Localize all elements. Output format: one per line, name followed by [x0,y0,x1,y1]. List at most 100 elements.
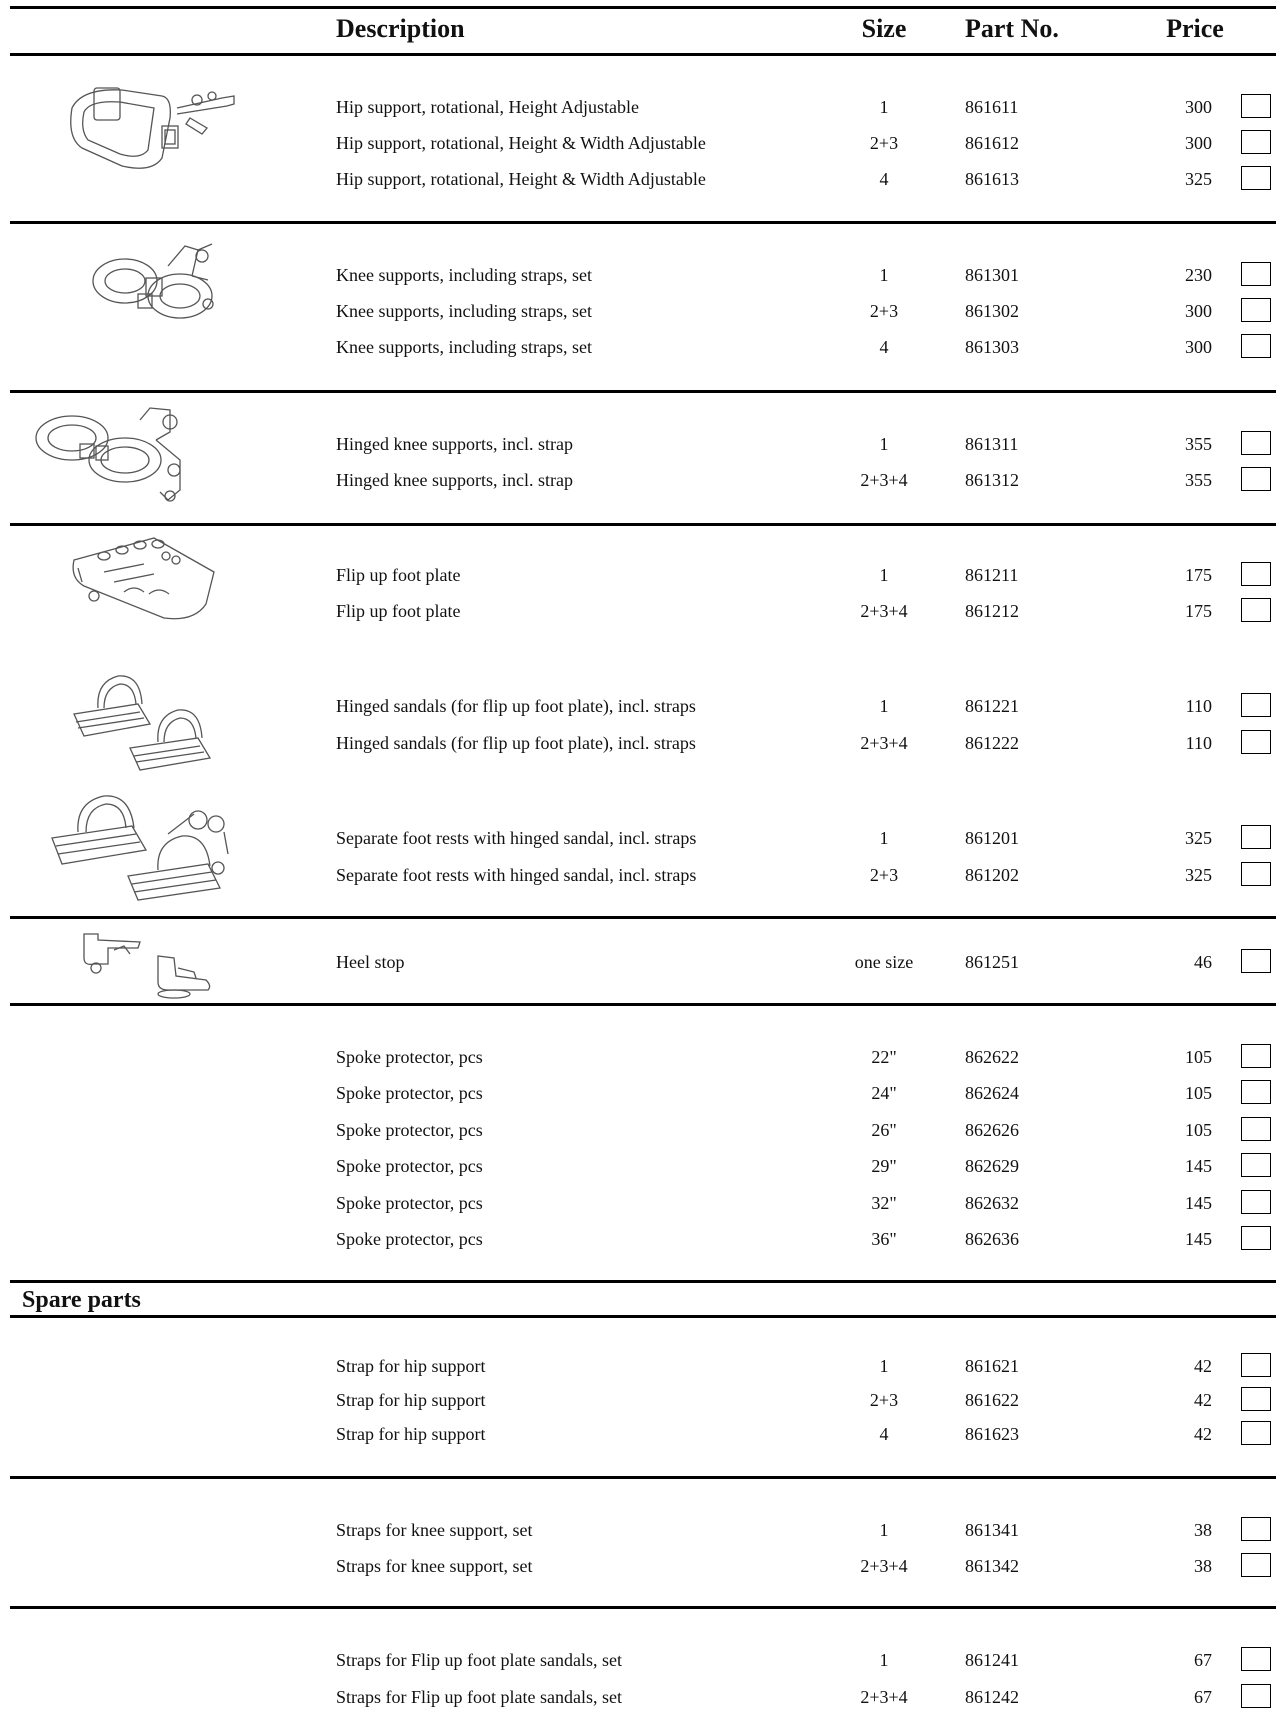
row-description: Straps for knee support, set [336,1556,533,1576]
order-checkbox[interactable] [1241,1421,1271,1445]
order-checkbox[interactable] [1241,467,1271,491]
row-part-no: 861303 [965,337,1019,357]
row-description: Hip support, rotational, Height & Width … [336,133,706,153]
row-description: Hinged sandals (for flip up foot plate),… [336,696,696,716]
order-checkbox[interactable] [1241,334,1271,358]
row-description: Spoke protector, pcs [336,1229,483,1249]
order-checkbox[interactable] [1241,598,1271,622]
row-price: 67 [1194,1650,1212,1670]
row-size: 2+3+4 [860,1556,908,1576]
order-checkbox[interactable] [1241,1117,1271,1141]
row-size: 4 [879,337,889,357]
row-part-no: 861311 [965,434,1019,454]
hip-support-illustration [62,78,242,183]
group-divider [10,1280,1276,1283]
row-description: Spoke protector, pcs [336,1120,483,1140]
row-size: 2+3 [869,301,899,321]
row-price: 38 [1194,1520,1212,1540]
order-checkbox[interactable] [1241,1647,1271,1671]
group-divider [10,1476,1276,1479]
row-part-no: 861202 [965,865,1019,885]
row-size: 4 [879,1424,889,1444]
row-price: 300 [1185,337,1212,357]
row-part-no: 862626 [965,1120,1019,1140]
header-description: Description [336,14,465,43]
order-checkbox[interactable] [1241,298,1271,322]
row-part-no: 861613 [965,169,1019,189]
order-checkbox[interactable] [1241,949,1271,973]
spare-parts-rule [10,1315,1276,1318]
row-price: 230 [1185,265,1212,285]
order-checkbox[interactable] [1241,1080,1271,1104]
order-checkbox[interactable] [1241,1190,1271,1214]
row-description: Spoke protector, pcs [336,1193,483,1213]
row-description: Hinged sandals (for flip up foot plate),… [336,733,696,753]
group-divider [10,1003,1276,1006]
row-size: 1 [879,565,889,585]
order-checkbox[interactable] [1241,825,1271,849]
header-part-no: Part No. [965,14,1059,43]
order-checkbox[interactable] [1241,1517,1271,1541]
order-checkbox[interactable] [1241,1553,1271,1577]
row-description: Hinged knee supports, incl. strap [336,434,573,454]
row-price: 300 [1185,301,1212,321]
row-price: 145 [1185,1156,1212,1176]
order-checkbox[interactable] [1241,562,1271,586]
order-checkbox[interactable] [1241,1044,1271,1068]
order-checkbox[interactable] [1241,1387,1271,1411]
order-checkbox[interactable] [1241,862,1271,886]
row-size: 4 [879,169,889,189]
header-rule [10,53,1276,56]
row-price: 175 [1185,565,1212,585]
order-checkbox[interactable] [1241,730,1271,754]
order-checkbox[interactable] [1241,1353,1271,1377]
row-description: Knee supports, including straps, set [336,337,592,357]
hinged-knee-supports-illustration [30,400,195,508]
row-size: 2+3+4 [860,470,908,490]
row-description: Straps for knee support, set [336,1520,533,1540]
row-price: 110 [1185,733,1212,753]
order-checkbox[interactable] [1241,262,1271,286]
row-part-no: 862622 [965,1047,1019,1067]
row-size: 1 [879,1356,889,1376]
row-size: 2+3 [869,1390,899,1410]
row-description: Knee supports, including straps, set [336,265,592,285]
row-price: 355 [1185,470,1212,490]
row-part-no: 861222 [965,733,1019,753]
flip-up-foot-plate-illustration [64,532,229,624]
row-description: Spoke protector, pcs [336,1047,483,1067]
row-description: Flip up foot plate [336,601,461,621]
order-checkbox[interactable] [1241,1684,1271,1708]
group-divider [10,390,1276,393]
row-part-no: 861241 [965,1650,1019,1670]
row-description: Hip support, rotational, Height Adjustab… [336,97,639,117]
order-checkbox[interactable] [1241,431,1271,455]
row-description: Hinged knee supports, incl. strap [336,470,573,490]
row-price: 300 [1185,97,1212,117]
order-checkbox[interactable] [1241,693,1271,717]
row-size: 1 [879,1520,889,1540]
row-part-no: 861212 [965,601,1019,621]
row-price: 67 [1194,1687,1212,1707]
row-part-no: 861611 [965,97,1019,117]
row-price: 105 [1185,1120,1212,1140]
row-price: 38 [1194,1556,1212,1576]
row-price: 46 [1194,952,1212,972]
top-rule [10,6,1276,9]
row-price: 325 [1185,865,1212,885]
row-price: 105 [1185,1083,1212,1103]
row-size: 1 [879,828,889,848]
group-divider [10,916,1276,919]
order-checkbox[interactable] [1241,1153,1271,1177]
row-size: 24" [871,1083,897,1103]
row-price: 300 [1185,133,1212,153]
group-divider [10,221,1276,224]
heel-stop-illustration [78,928,213,1000]
row-price: 325 [1185,828,1212,848]
order-checkbox[interactable] [1241,1226,1271,1250]
row-part-no: 861622 [965,1390,1019,1410]
order-checkbox[interactable] [1241,94,1271,118]
row-part-no: 861612 [965,133,1019,153]
order-checkbox[interactable] [1241,166,1271,190]
order-checkbox[interactable] [1241,130,1271,154]
